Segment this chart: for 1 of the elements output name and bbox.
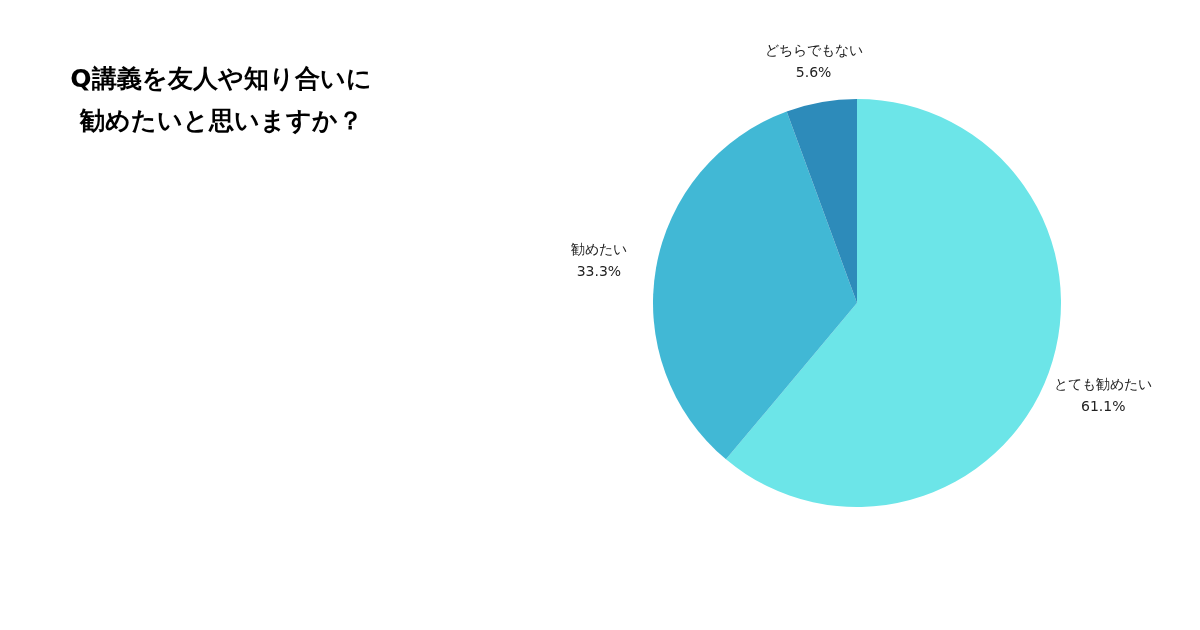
text: Q講義を友人や知り合いに勧めたいと思いますか？ — [69, 63, 373, 137]
